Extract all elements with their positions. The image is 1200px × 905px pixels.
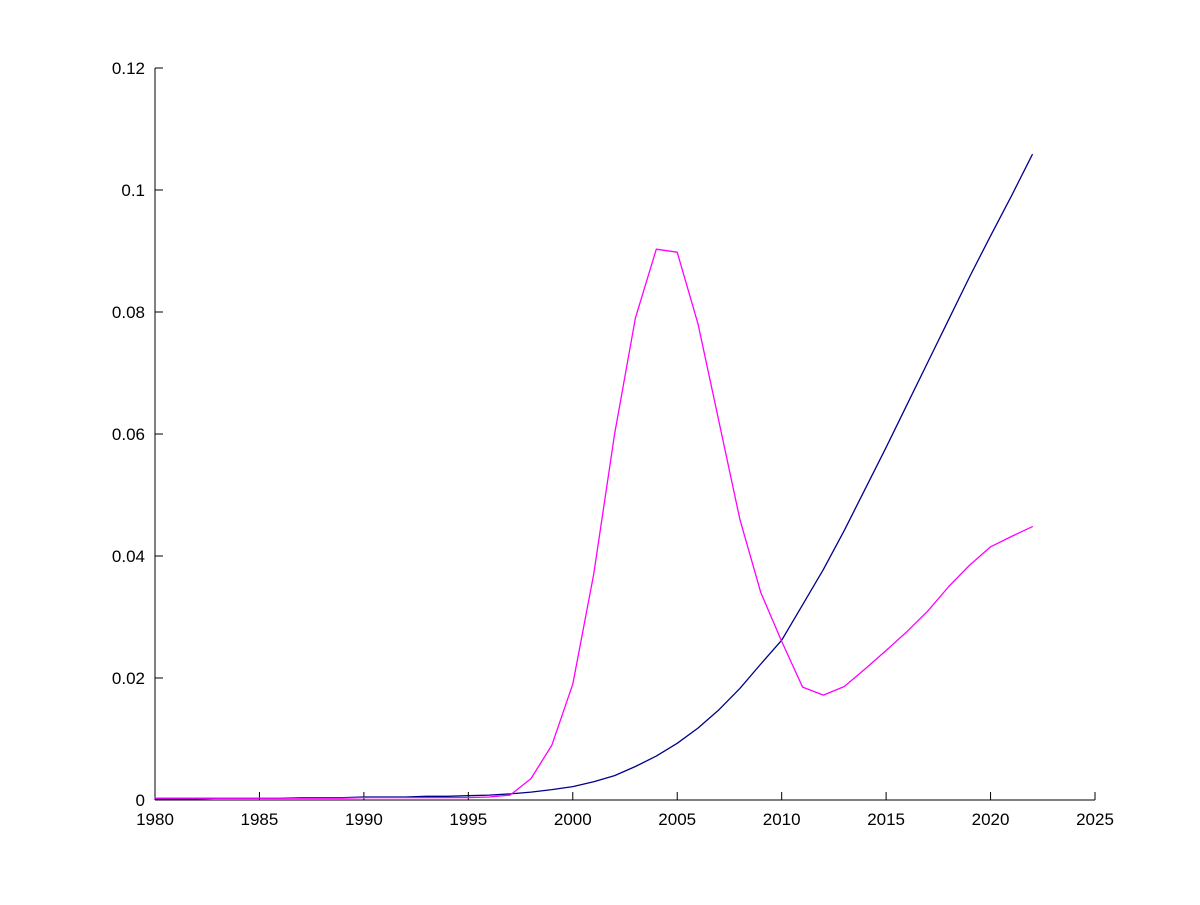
- y-tick-label: 0: [136, 791, 145, 810]
- x-tick-label: 2005: [658, 810, 696, 829]
- x-tick-label: 1980: [136, 810, 174, 829]
- y-tick-label: 0.08: [112, 303, 145, 322]
- y-tick-label: 0.1: [121, 181, 145, 200]
- x-tick-label: 1990: [345, 810, 383, 829]
- y-tick-label: 0.06: [112, 425, 145, 444]
- x-tick-label: 2025: [1076, 810, 1114, 829]
- x-tick-label: 1995: [449, 810, 487, 829]
- x-tick-label: 2020: [972, 810, 1010, 829]
- x-tick-label: 2010: [763, 810, 801, 829]
- x-tick-label: 2000: [554, 810, 592, 829]
- x-tick-label: 1985: [241, 810, 279, 829]
- series-line-magenta: [154, 248, 1033, 799]
- y-tick-label: 0.02: [112, 669, 145, 688]
- series-line-blue: [154, 153, 1033, 800]
- y-tick-label: 0.04: [112, 547, 145, 566]
- y-tick-label: 0.12: [112, 59, 145, 78]
- x-tick-label: 2015: [867, 810, 905, 829]
